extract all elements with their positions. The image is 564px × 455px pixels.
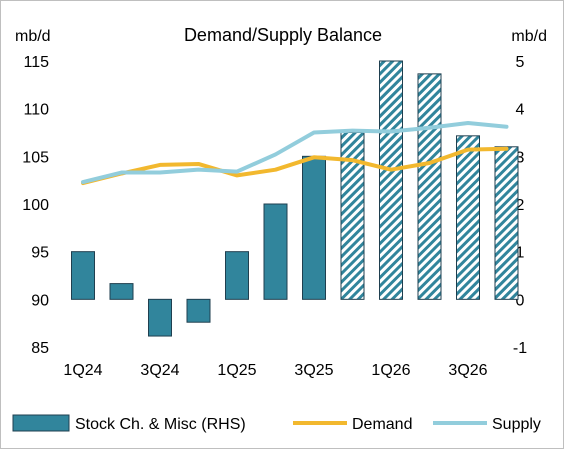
forecast-bar bbox=[417, 73, 442, 300]
supply-line bbox=[81, 120, 509, 185]
stock-change-bar bbox=[302, 155, 326, 300]
forecast-bar bbox=[494, 146, 519, 300]
left-tick-label: 85 bbox=[31, 340, 49, 357]
right-tick-label: 2 bbox=[516, 197, 525, 214]
right-tick-label: 3 bbox=[516, 149, 525, 166]
x-tick-label: 3Q26 bbox=[448, 362, 487, 379]
x-tick-label: 1Q24 bbox=[63, 362, 102, 379]
legend-demand-label: Demand bbox=[352, 416, 412, 433]
chart-title: Demand/Supply Balance bbox=[184, 25, 382, 45]
left-axis-ticks: 85 90 95 100 105 110 115 bbox=[22, 54, 49, 357]
left-tick-label: 110 bbox=[23, 102, 49, 119]
legend-bar-swatch bbox=[12, 414, 70, 432]
x-tick-label: 1Q25 bbox=[217, 362, 256, 379]
stock-change-bars bbox=[71, 60, 519, 337]
left-tick-label: 100 bbox=[22, 197, 49, 214]
forecast-bar bbox=[456, 135, 480, 300]
left-tick-label: 105 bbox=[22, 149, 49, 166]
stock-change-bar bbox=[263, 203, 288, 300]
x-axis-ticks: 1Q24 3Q24 1Q25 3Q25 1Q26 3Q26 bbox=[63, 362, 487, 379]
forecast-bar bbox=[379, 60, 403, 300]
right-tick-label: 0 bbox=[516, 292, 525, 309]
right-tick-label: 4 bbox=[516, 102, 525, 119]
right-tick-label: 5 bbox=[516, 54, 525, 71]
right-axis-ticks: -1 0 1 2 3 4 5 bbox=[513, 54, 527, 357]
left-tick-label: 115 bbox=[23, 54, 49, 71]
line-series bbox=[81, 120, 509, 186]
stock-change-bar bbox=[148, 298, 172, 337]
stock-change-bar bbox=[109, 283, 134, 300]
legend-supply-label: Supply bbox=[492, 416, 541, 433]
right-tick-label: 1 bbox=[516, 245, 525, 262]
left-tick-label: 90 bbox=[31, 292, 49, 309]
legend-bar-label: Stock Ch. & Misc (RHS) bbox=[75, 416, 246, 433]
stock-change-bar bbox=[186, 298, 211, 323]
left-axis-unit: mb/d bbox=[15, 28, 51, 45]
x-tick-label: 3Q25 bbox=[294, 362, 333, 379]
x-tick-label: 1Q26 bbox=[371, 362, 410, 379]
x-tick-label: 3Q24 bbox=[140, 362, 179, 379]
stock-change-bar bbox=[71, 251, 95, 300]
stock-change-bar bbox=[225, 251, 249, 300]
demand-line bbox=[81, 146, 509, 186]
legend: Stock Ch. & Misc (RHS) Demand Supply bbox=[12, 414, 541, 433]
forecast-bar bbox=[340, 132, 365, 300]
right-tick-label: -1 bbox=[513, 340, 527, 357]
right-axis-unit: mb/d bbox=[511, 28, 547, 45]
left-tick-label: 95 bbox=[31, 245, 49, 262]
